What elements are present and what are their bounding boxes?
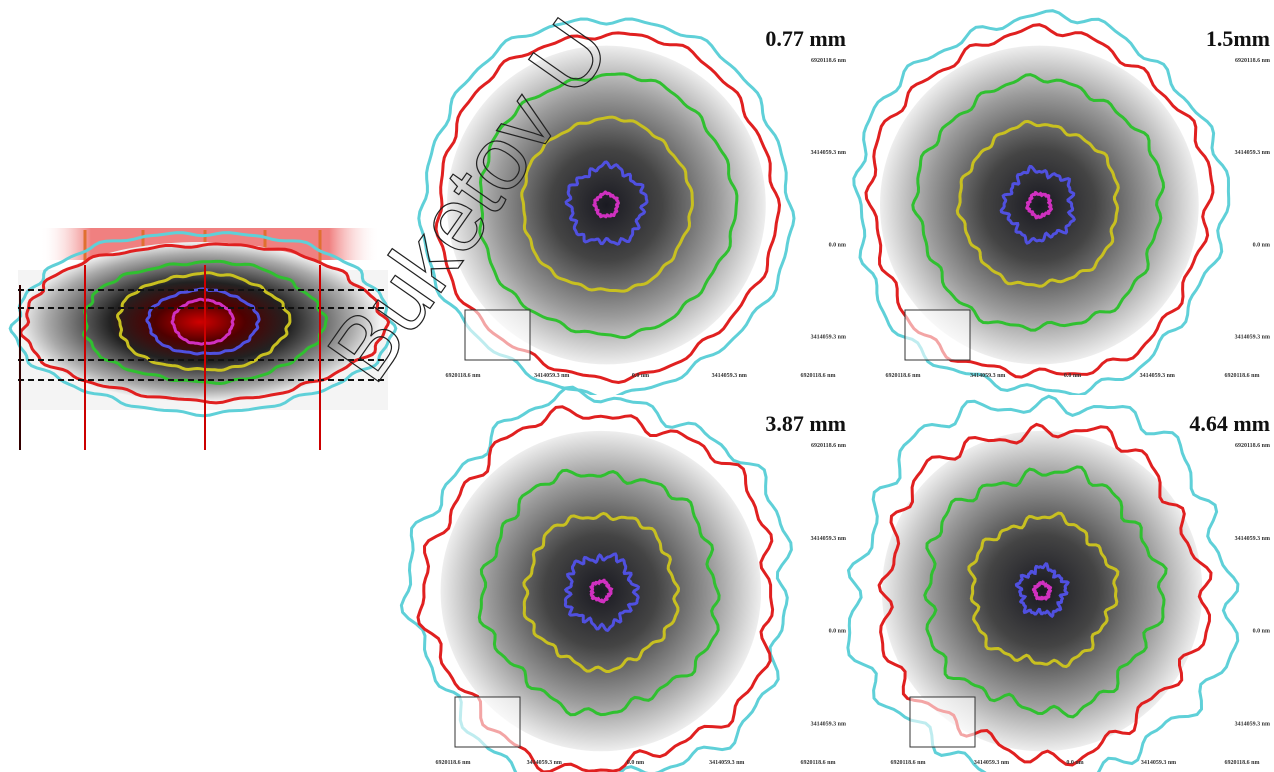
axis-label: 0.0 nm — [632, 373, 649, 379]
axis-label: 0.0 nm — [1253, 629, 1270, 635]
depth-label: 0.77 mm — [765, 26, 846, 51]
depth-label: 3.87 mm — [765, 411, 846, 436]
axis-label: 0.0 nm — [1064, 373, 1081, 379]
axis-label: 0.0 nm — [829, 629, 846, 635]
axis-label: 3414059.3 nm — [1235, 150, 1270, 156]
axis-label: 6920118.6 nm — [890, 760, 925, 766]
axis-label: 3414059.3 nm — [811, 335, 846, 341]
axis-label: 0.0 nm — [627, 760, 644, 766]
axis-label: 0.0 nm — [1066, 760, 1083, 766]
axis-label: 6920118.6 nm — [800, 760, 835, 766]
axis-label: 6920118.6 nm — [435, 760, 470, 766]
axis-label: 3414059.3 nm — [1235, 536, 1270, 542]
axis-label: 6920118.6 nm — [800, 373, 835, 379]
axis-label: 6920118.6 nm — [1235, 58, 1270, 64]
panel: 1.5mm 6920118.6 nm 3414059.3 nm 0.0 nm 34140… — [854, 10, 1272, 395]
axis-label: 3414059.3 nm — [811, 536, 846, 542]
legend-box — [465, 310, 530, 360]
axis-label: 3414059.3 nm — [811, 721, 846, 727]
panel: 4.64 mm 6920118.6 nm 3414059.3 nm 0.0 nm 341… — [848, 395, 1272, 772]
axis-label: 3414059.3 nm — [974, 760, 1009, 766]
axis-label: 6920118.6 nm — [811, 443, 846, 449]
axis-label: 3414059.3 nm — [970, 373, 1005, 379]
axis-label: 3414059.3 nm — [709, 760, 744, 766]
axis-label: 3414059.3 nm — [1141, 760, 1176, 766]
axis-label: 3414059.3 nm — [527, 760, 562, 766]
axis-label: 3414059.3 nm — [1140, 373, 1175, 379]
legend-box — [905, 310, 970, 360]
depth-label: 1.5mm — [1206, 26, 1270, 51]
axis-label: 6920118.6 nm — [445, 373, 480, 379]
axis-label: 6920118.6 nm — [1224, 760, 1259, 766]
axis-label: 6920118.6 nm — [1224, 373, 1259, 379]
axis-label: 3414059.3 nm — [811, 150, 846, 156]
figure: 0.77 mm 6920118.6 nm 3414059.3 nm 0.0 nm 341… — [0, 0, 1274, 772]
depth-label: 4.64 mm — [1189, 411, 1270, 436]
axis-label: 6920118.6 nm — [1235, 443, 1270, 449]
axis-label: 6920118.6 nm — [885, 373, 920, 379]
legend-box — [455, 697, 520, 747]
panel: 3.87 mm 6920118.6 nm 3414059.3 nm 0.0 nm 341… — [401, 387, 848, 772]
axis-label: 3414059.3 nm — [1235, 721, 1270, 727]
axis-label: 0.0 nm — [829, 242, 846, 248]
axis-label: 3414059.3 nm — [1235, 335, 1270, 341]
axis-label: 3414059.3 nm — [534, 373, 569, 379]
axis-label: 0.0 nm — [1253, 242, 1270, 248]
legend-box — [910, 697, 975, 747]
axis-label: 3414059.3 nm — [712, 373, 747, 379]
axis-label: 6920118.6 nm — [811, 58, 846, 64]
